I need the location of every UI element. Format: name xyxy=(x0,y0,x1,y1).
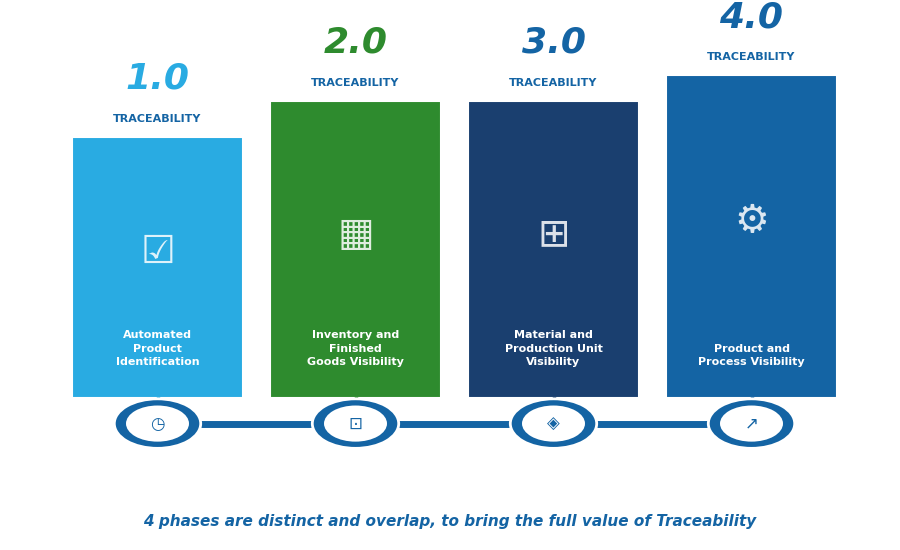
Text: Material and
Production Unit
Visibility: Material and Production Unit Visibility xyxy=(505,331,602,367)
Text: 1.0: 1.0 xyxy=(125,62,190,96)
Text: ◷: ◷ xyxy=(150,415,165,433)
Circle shape xyxy=(126,405,189,442)
FancyBboxPatch shape xyxy=(270,101,441,398)
Text: Inventory and
Finished
Goods Visibility: Inventory and Finished Goods Visibility xyxy=(307,331,404,367)
Circle shape xyxy=(114,399,201,448)
Circle shape xyxy=(312,399,399,448)
Text: 3.0: 3.0 xyxy=(521,26,586,60)
Circle shape xyxy=(708,399,795,448)
Text: 4.0: 4.0 xyxy=(719,0,784,34)
Circle shape xyxy=(720,405,783,442)
Text: TRACEABILITY: TRACEABILITY xyxy=(509,78,598,88)
Text: TRACEABILITY: TRACEABILITY xyxy=(311,78,400,88)
Text: 4 phases are distinct and overlap, to bring the full value of Traceability: 4 phases are distinct and overlap, to br… xyxy=(143,514,757,529)
Text: ⚙: ⚙ xyxy=(734,202,769,240)
Circle shape xyxy=(522,405,585,442)
Text: ⊞: ⊞ xyxy=(537,215,570,253)
Text: 2.0: 2.0 xyxy=(323,26,388,60)
Text: ▦: ▦ xyxy=(338,215,374,253)
Text: Product and
Process Visibility: Product and Process Visibility xyxy=(698,344,805,367)
FancyBboxPatch shape xyxy=(468,101,639,398)
Text: ◈: ◈ xyxy=(547,415,560,433)
FancyBboxPatch shape xyxy=(666,75,837,398)
Text: ☑: ☑ xyxy=(140,233,175,271)
Text: ↗: ↗ xyxy=(744,415,759,433)
Circle shape xyxy=(510,399,597,448)
Text: TRACEABILITY: TRACEABILITY xyxy=(113,114,202,124)
Text: Automated
Product
Identification: Automated Product Identification xyxy=(116,331,199,367)
FancyBboxPatch shape xyxy=(72,137,243,398)
Text: ⊡: ⊡ xyxy=(348,415,363,433)
Text: TRACEABILITY: TRACEABILITY xyxy=(707,52,796,62)
Circle shape xyxy=(324,405,387,442)
